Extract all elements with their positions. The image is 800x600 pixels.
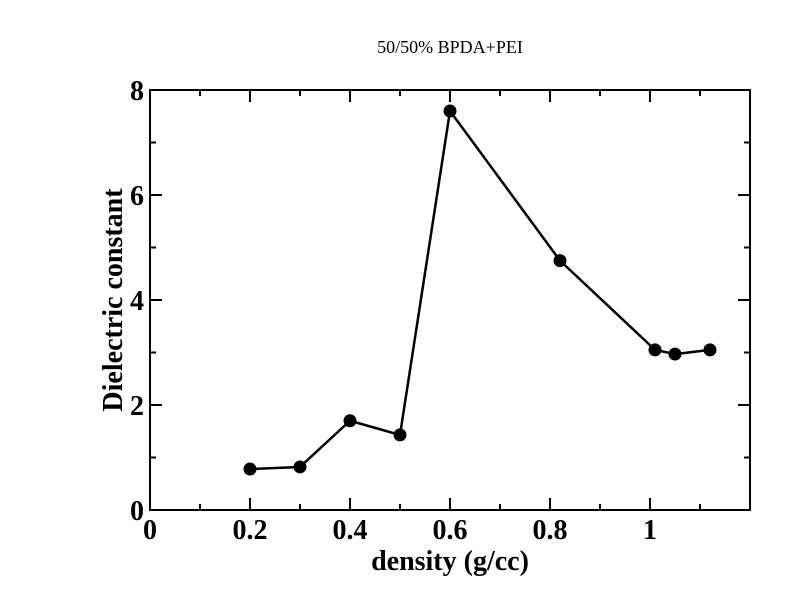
x-tick-label: 0 xyxy=(143,515,157,546)
series-layer xyxy=(243,104,717,476)
chart-title: 50/50% BPDA+PEI xyxy=(377,37,523,57)
series-line xyxy=(249,109,711,471)
data-point xyxy=(393,428,407,442)
data-point xyxy=(703,343,717,357)
data-point xyxy=(648,343,662,357)
y-tick-label: 6 xyxy=(130,181,144,212)
x-tick-label: 0.8 xyxy=(533,515,568,546)
data-point xyxy=(668,347,682,361)
data-point xyxy=(553,254,567,268)
y-axis-label: Dielectric constant xyxy=(98,188,129,412)
x-tick-label: 0.2 xyxy=(233,515,268,546)
x-tick-label: 0.6 xyxy=(433,515,468,546)
tick-labels-layer: 0 0.2 0.4 0.6 0.8 1 0 2 4 6 8 xyxy=(130,76,657,546)
y-tick-label: 2 xyxy=(130,391,144,422)
y-tick-label: 8 xyxy=(130,76,144,107)
data-point xyxy=(293,460,307,474)
x-tick-label: 1 xyxy=(643,515,657,546)
data-point xyxy=(343,414,357,428)
y-tick-label: 4 xyxy=(130,286,144,317)
data-point xyxy=(443,104,457,118)
ticks-layer xyxy=(149,89,750,511)
x-tick-label: 0.4 xyxy=(333,515,368,546)
plot-frame xyxy=(149,89,751,511)
x-axis-label: density (g/cc) xyxy=(371,546,529,577)
data-point xyxy=(243,462,257,476)
y-tick-label: 0 xyxy=(130,496,144,527)
